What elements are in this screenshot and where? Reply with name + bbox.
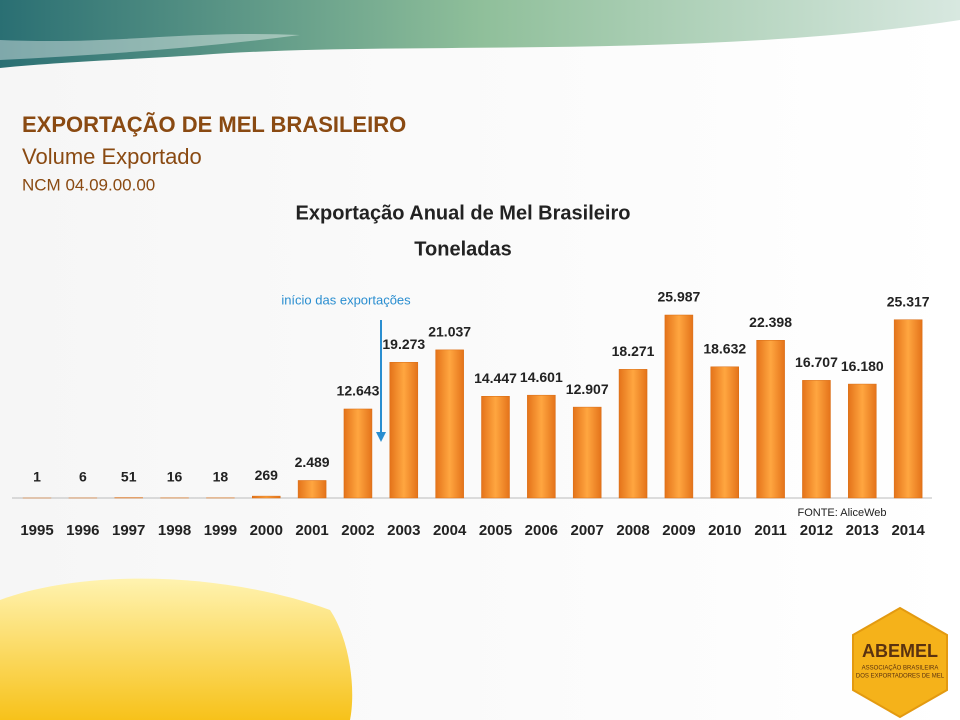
bar: [572, 406, 602, 499]
bar: [527, 394, 556, 499]
value-label: 12.907: [566, 381, 609, 397]
value-label: 1: [33, 469, 41, 485]
bar: [481, 396, 510, 499]
chart-subtitle: Toneladas: [414, 238, 511, 260]
wave-highlight: [0, 33, 300, 60]
top-wave: [0, 0, 960, 68]
value-label: 25.317: [887, 293, 930, 309]
value-label: 18.271: [612, 343, 655, 359]
x-tick-label: 2011: [754, 522, 787, 539]
value-label: 18.632: [703, 340, 746, 356]
bar: [710, 366, 739, 499]
ncm-code: NCM 04.09.00.00: [22, 175, 155, 194]
arrow-head: [376, 432, 386, 442]
x-tick-label: 2010: [708, 522, 741, 539]
x-tick-label: 1995: [20, 522, 53, 539]
value-label: 19.273: [382, 336, 425, 352]
bar: [664, 314, 694, 499]
x-tick-label: 2003: [387, 522, 420, 539]
x-tick-label: 2008: [616, 522, 649, 539]
x-tick-label: 2009: [662, 522, 695, 539]
logo-hexagon: [852, 606, 948, 719]
x-tick-label: 2002: [341, 522, 374, 539]
x-tick-label: 2007: [571, 522, 604, 539]
value-label: 16: [167, 469, 183, 485]
value-label: 16.707: [795, 354, 838, 370]
bar: [893, 319, 923, 499]
x-tick-label: 1998: [158, 522, 191, 539]
source: FONTE: AliceWeb: [797, 507, 886, 519]
x-tick-label: 2014: [891, 522, 925, 539]
chart-title: Exportação Anual de Mel Brasileiro: [296, 202, 631, 224]
value-label: 18: [213, 469, 229, 485]
logo-line: ASSOCIAÇÃO BRASILEIRA: [862, 665, 939, 672]
annotation: início das exportações: [281, 292, 411, 307]
value-label: 2.489: [295, 454, 330, 470]
bar: [389, 362, 419, 499]
honey-shape: [0, 578, 353, 720]
value-label: 22.398: [749, 314, 792, 330]
bar: [802, 380, 831, 499]
value-label: 269: [255, 467, 279, 483]
slide-title: EXPORTAÇÃO DE MEL BRASILEIRO: [22, 112, 406, 137]
x-tick-label: 2001: [295, 522, 328, 539]
x-tick-label: 2013: [846, 522, 879, 539]
bar: [435, 349, 464, 499]
x-tick-label: 2006: [525, 522, 558, 539]
bar: [343, 408, 373, 499]
value-label: 14.447: [474, 370, 517, 386]
bar: [756, 340, 785, 499]
value-label: 6: [79, 469, 87, 485]
x-tick-label: 1999: [204, 522, 237, 539]
bar: [252, 495, 281, 499]
x-tick-label: 2012: [800, 522, 833, 539]
slide-subtitle: Volume Exportado: [22, 144, 202, 169]
bar: [848, 383, 877, 499]
x-tick-label: 1996: [66, 522, 99, 539]
x-tick-label: 2005: [479, 522, 512, 539]
logo: ABEMEL ASSOCIAÇÃO BRASILEIRA DOS EXPORTA…: [852, 606, 948, 719]
x-tick-label: 2000: [250, 522, 283, 539]
value-label: 12.643: [337, 383, 380, 399]
x-tick-label: 2004: [433, 522, 467, 539]
bar: [297, 480, 327, 499]
bar: [618, 369, 648, 499]
x-tick-label: 1997: [112, 522, 145, 539]
value-label: 25.987: [657, 289, 700, 305]
value-label: 14.601: [520, 369, 563, 385]
value-label: 51: [121, 468, 137, 484]
value-label: 16.180: [841, 358, 884, 374]
value-label: 21.037: [428, 324, 471, 340]
logo-name: ABEMEL: [862, 641, 938, 661]
logo-line: DOS EXPORTADORES DE MEL: [856, 674, 945, 680]
